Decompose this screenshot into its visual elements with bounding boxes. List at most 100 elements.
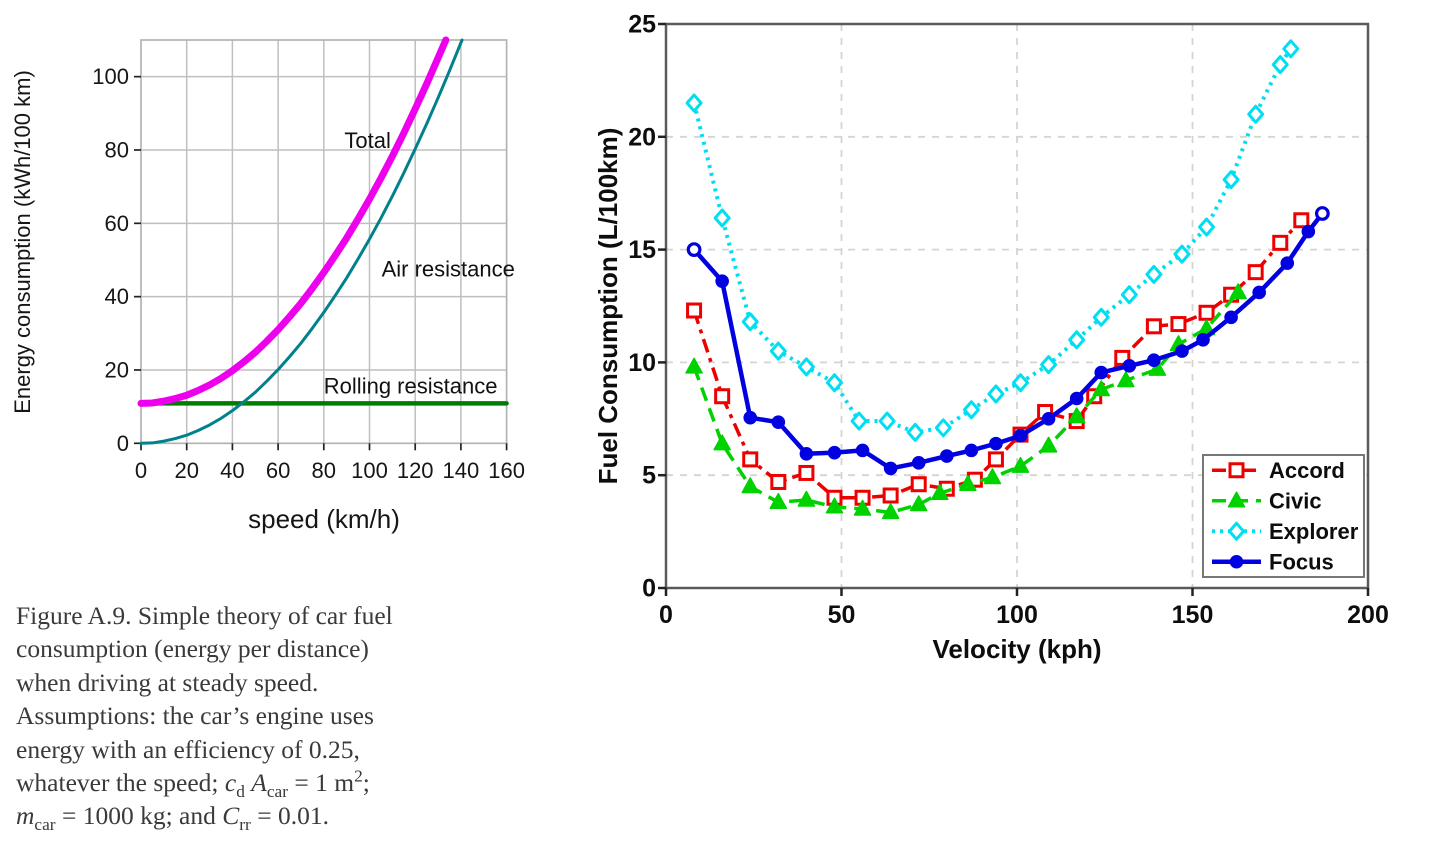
diamond-marker: [1145, 264, 1163, 284]
x-tick-label: 150: [1172, 601, 1214, 629]
x-tick-label: 0: [659, 601, 673, 629]
circle-marker: [940, 449, 954, 463]
square-marker: [1272, 234, 1289, 251]
x-tick-label: 20: [174, 458, 198, 483]
y-tick-label: 40: [105, 284, 129, 309]
caption-line: mcar = 1000 kg; and Crr = 0.01.: [16, 801, 329, 835]
triangle-marker: [959, 474, 977, 491]
square-marker: [770, 473, 787, 490]
legend: Accord Civic Explorer Focus: [1202, 454, 1365, 578]
diamond-marker: [1198, 217, 1216, 237]
series-explorer-line: [692, 47, 1293, 435]
circle-marker: [1280, 256, 1295, 270]
series-total: [137, 36, 450, 407]
diamond-marker: [685, 93, 703, 113]
triangle-marker: [1039, 436, 1058, 453]
caption-line: Assumptions: the car’s engine uses: [16, 701, 374, 731]
series-focus-markers: [686, 206, 1330, 476]
diamond-marker: [1228, 521, 1245, 541]
y-tick-label: 100: [92, 64, 129, 89]
circle-marker: [1013, 428, 1028, 443]
square-marker: [1247, 264, 1264, 281]
triangle-marker: [909, 495, 928, 512]
legend-entry-civic: Civic: [1212, 488, 1322, 513]
y-tick-label: 80: [105, 137, 129, 162]
diamond-marker: [906, 422, 924, 442]
circle-marker: [989, 436, 1003, 451]
circle-marker: [1175, 344, 1189, 358]
series-explorer: [685, 39, 1300, 442]
y-tick-label: 0: [117, 431, 129, 456]
diamond-marker: [850, 411, 868, 431]
triangle-marker: [1092, 380, 1110, 397]
triangle-marker: [713, 434, 731, 451]
axis-ticks: 0 50 100 150 200 0 5 10 15 20 25: [628, 11, 1389, 630]
caption-line: consumption (energy per distance): [16, 634, 369, 664]
legend-label: Civic: [1269, 488, 1322, 513]
series-civic-markers: [685, 283, 1247, 520]
x-tick-label: 120: [397, 458, 434, 483]
circle-marker: [799, 446, 814, 461]
triangle-marker: [983, 468, 1002, 485]
triangle-marker: [881, 503, 900, 520]
diamond-marker: [769, 341, 787, 361]
circle-marker: [1196, 333, 1210, 347]
circle-marker: [771, 415, 786, 429]
diamond-marker: [1012, 373, 1030, 393]
figure-caption: Figure A.9. Simple theory of car fuel con…: [16, 599, 516, 835]
square-marker: [987, 451, 1004, 468]
legend-label: Focus: [1269, 549, 1334, 574]
energy-consumption-chart: 0 20 40 60 80 100 120 140 160 0 20 40 60 80 100 speed (…: [10, 36, 525, 534]
circle-marker: [1094, 365, 1109, 380]
diamond-marker: [962, 400, 980, 420]
x-tick-label: 0: [135, 458, 147, 483]
circle-marker: [1069, 391, 1084, 406]
x-axis-label: speed (km/h): [248, 504, 400, 534]
square-marker: [1145, 318, 1162, 335]
circle-marker: [855, 443, 870, 458]
square-marker: [742, 451, 759, 468]
diamond-marker: [741, 312, 759, 332]
circle-marker: [1229, 554, 1244, 569]
circle-marker: [715, 274, 729, 288]
circle-marker: [911, 455, 926, 470]
y-axis-label: Energy consumption (kWh/100 km): [10, 70, 35, 414]
square-marker: [1170, 316, 1187, 333]
square-marker: [882, 487, 899, 504]
caption-line: energy with an efficiency of 0.25,: [16, 734, 360, 764]
diamond-marker: [1222, 170, 1240, 190]
triangle-marker: [797, 490, 816, 507]
x-tick-label: 60: [266, 458, 290, 483]
caption-line: whatever the speed; cd Acar = 1 m2;: [16, 766, 370, 802]
series-focus: [686, 206, 1330, 476]
diamond-marker: [1271, 55, 1289, 75]
x-tick-label: 200: [1347, 601, 1389, 629]
circle-marker: [1041, 412, 1056, 426]
y-tick-label: 5: [642, 462, 656, 490]
series-air-resistance: [139, 38, 464, 445]
circle-marker: [743, 410, 758, 425]
triangle-marker: [853, 499, 872, 516]
triangle-marker: [685, 357, 703, 374]
triangle-marker: [1227, 491, 1246, 508]
circle-marker: [1122, 358, 1137, 373]
circle-marker: [1252, 285, 1266, 300]
series-explorer-markers: [685, 39, 1300, 442]
series-accord-markers: [686, 212, 1310, 506]
y-tick-label: 20: [105, 357, 129, 382]
legend-entry-accord: Accord: [1212, 458, 1345, 483]
diamond-marker: [1092, 307, 1110, 327]
diamond-marker: [1173, 244, 1191, 264]
legend-label: Accord: [1269, 458, 1345, 483]
square-marker: [714, 388, 731, 405]
series-air-resistance-line: [139, 38, 464, 445]
triangle-marker: [1117, 371, 1135, 388]
legend-entry-explorer: Explorer: [1212, 519, 1359, 544]
diamond-marker: [1247, 104, 1265, 124]
diamond-marker: [1282, 39, 1300, 59]
triangle-marker: [825, 497, 844, 514]
x-tick-label: 100: [351, 458, 388, 483]
series-civic: [685, 283, 1247, 520]
axis-ticks: 0 20 40 60 80 100 120 140 160 0 20 40 60 80 100: [92, 64, 525, 483]
